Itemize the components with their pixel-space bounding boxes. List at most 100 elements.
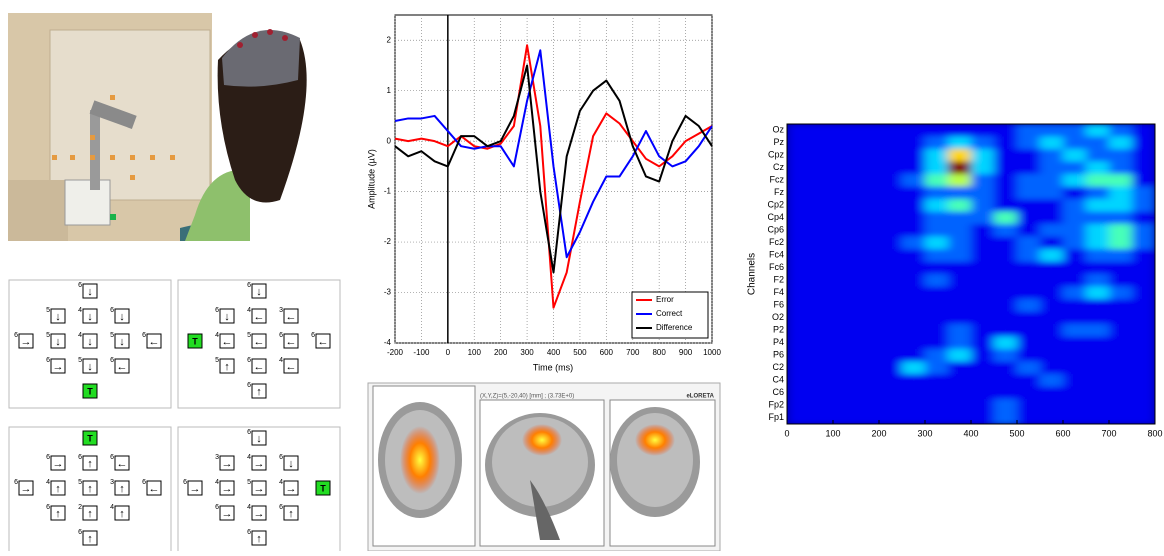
- arrow: ↑: [87, 533, 93, 545]
- heat-cell: [856, 387, 880, 400]
- heat-cell: [1017, 274, 1041, 287]
- arrow: ↓: [224, 311, 230, 323]
- heat-cell: [879, 299, 903, 312]
- step-count: 6: [110, 307, 114, 314]
- heat-cell: [856, 212, 880, 225]
- heat-cell: [971, 324, 995, 337]
- x-tick-label: 500: [573, 348, 587, 357]
- heat-cell: [879, 174, 903, 187]
- arrow: ↓: [119, 336, 125, 348]
- heat-cell: [1132, 349, 1156, 362]
- x-tick-label: 200: [871, 428, 886, 438]
- heat-cell: [1086, 349, 1110, 362]
- heat-cell: [902, 187, 926, 200]
- heat-cell: [833, 212, 857, 225]
- heat-cell: [1132, 162, 1156, 175]
- heat-cell: [1132, 249, 1156, 262]
- arrow: →: [254, 458, 265, 470]
- heat-cell: [810, 287, 834, 300]
- heat-cell: [1063, 174, 1087, 187]
- heat-cell: [833, 199, 857, 212]
- photo: [8, 13, 307, 241]
- heat-cell: [787, 249, 811, 262]
- heat-cell: [948, 187, 972, 200]
- heat-cell: [1063, 249, 1087, 262]
- heat-cell: [879, 162, 903, 175]
- heat-cell: [1017, 412, 1041, 425]
- heat-cell: [971, 174, 995, 187]
- heat-cell: [994, 137, 1018, 150]
- step-count: 6: [279, 504, 283, 511]
- heat-cell: [810, 337, 834, 350]
- heat-cell: [925, 174, 949, 187]
- heat-cell: [1132, 387, 1156, 400]
- arrow: ↑: [87, 508, 93, 520]
- heat-cell: [1109, 324, 1133, 337]
- y-tick-label: F4: [773, 287, 784, 297]
- heat-cell: [833, 362, 857, 375]
- heat-cell: [1040, 262, 1064, 275]
- heat-cell: [810, 324, 834, 337]
- heat-cell: [1086, 337, 1110, 350]
- heat-cell: [787, 124, 811, 137]
- x-tick-label: 300: [520, 348, 534, 357]
- arrow: ←: [254, 311, 265, 323]
- heat-cell: [948, 149, 972, 162]
- arrow: →: [21, 336, 32, 348]
- heat-cell: [1109, 124, 1133, 137]
- heat-cell: [833, 312, 857, 325]
- heat-cell: [902, 137, 926, 150]
- heat-cell: [810, 149, 834, 162]
- heat-cell: [1109, 312, 1133, 325]
- heat-cell: [1086, 249, 1110, 262]
- step-count: 6: [311, 332, 315, 339]
- heat-cell: [925, 349, 949, 362]
- heat-cell: [971, 212, 995, 225]
- heat-cell: [994, 187, 1018, 200]
- heat-cell: [1086, 287, 1110, 300]
- heat-cell: [948, 137, 972, 150]
- arrow: →: [53, 361, 64, 373]
- heat-cell: [925, 249, 949, 262]
- heat-cell: [1063, 387, 1087, 400]
- heat-cell: [810, 137, 834, 150]
- y-tick-label: F6: [773, 300, 784, 310]
- heat-cell: [1040, 362, 1064, 375]
- heat-cell: [1132, 299, 1156, 312]
- heat-cell: [925, 162, 949, 175]
- heat-cell: [925, 262, 949, 275]
- heat-cell: [948, 124, 972, 137]
- heat-cell: [994, 237, 1018, 250]
- step-count: 6: [78, 529, 82, 536]
- target-label: T: [192, 336, 198, 346]
- arrow: ←: [254, 361, 265, 373]
- heat-cell: [833, 162, 857, 175]
- heat-cell: [1040, 387, 1064, 400]
- heat-cell: [787, 387, 811, 400]
- heat-cell: [833, 237, 857, 250]
- target-label: T: [87, 386, 93, 396]
- arrow: ↓: [87, 336, 93, 348]
- heat-cell: [810, 237, 834, 250]
- step-count: 4: [279, 479, 283, 486]
- heat-cell: [1132, 399, 1156, 412]
- heat-cell: [902, 212, 926, 225]
- heat-cell: [1040, 237, 1064, 250]
- heat-cell: [948, 374, 972, 387]
- heat-cell: [787, 374, 811, 387]
- step-count: 4: [78, 307, 82, 314]
- heatmap-cells: [787, 124, 1156, 425]
- heat-cell: [1017, 237, 1041, 250]
- heat-cell: [1132, 337, 1156, 350]
- heat-cell: [1040, 299, 1064, 312]
- heat-cell: [810, 249, 834, 262]
- y-tick-label: O2: [772, 312, 784, 322]
- heat-cell: [856, 337, 880, 350]
- heat-cell: [902, 249, 926, 262]
- heat-cell: [856, 124, 880, 137]
- arrow: →: [222, 458, 233, 470]
- heat-cell: [948, 287, 972, 300]
- heat-cell: [902, 162, 926, 175]
- heat-cell: [925, 237, 949, 250]
- heat-cell: [810, 187, 834, 200]
